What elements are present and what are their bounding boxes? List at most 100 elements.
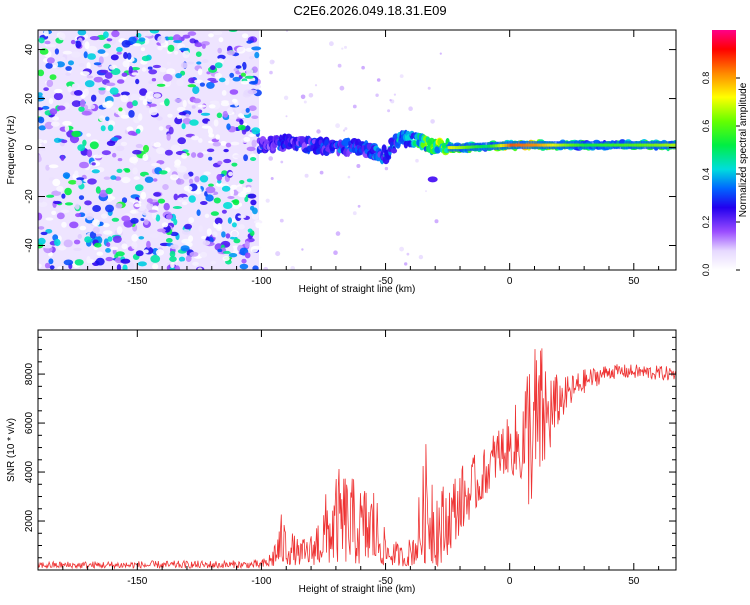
noise-cell [123, 52, 128, 59]
sparse-cell [393, 93, 396, 96]
noise-cell [223, 158, 232, 164]
noise-cell [165, 81, 172, 86]
snr-ylabel: SNR (10 * v/v) [6, 418, 17, 482]
band-core-cell [626, 143, 630, 147]
noise-cell [146, 202, 154, 211]
band-core-cell [668, 143, 672, 147]
colorbar-tick-label: 0.2 [701, 216, 711, 229]
noise-cell [46, 57, 55, 64]
noise-cell [237, 215, 247, 219]
noise-cell [38, 212, 43, 221]
spectrogram-ticks: -150 -100 -50 0 50 -40 -20 0 20 40 [24, 30, 676, 287]
noise-cell [142, 105, 150, 111]
noise-cell [206, 148, 215, 153]
noise-cell [106, 38, 113, 42]
noise-cell [133, 176, 140, 180]
band-core-cell [474, 145, 479, 149]
noise-cell [200, 201, 208, 205]
noise-cell [191, 105, 196, 109]
noise-cell [112, 248, 117, 255]
sparse-cell [339, 85, 345, 91]
noise-cell [100, 125, 106, 132]
snr-line [38, 348, 676, 570]
noise-cell [221, 90, 227, 96]
snr-panel: -150 -100 -50 0 50 2000 4000 6000 8000 Height of… [6, 329, 677, 595]
band-core-cell [579, 143, 583, 147]
noise-cell [187, 171, 194, 177]
noise-cell [143, 249, 149, 254]
band-core-cell [586, 143, 590, 147]
sparse-cell [341, 47, 344, 50]
noise-cell [208, 156, 213, 161]
noise-cell [83, 51, 88, 59]
noise-cell [105, 256, 114, 262]
noise-cell [149, 30, 160, 34]
noise-cell [213, 119, 219, 127]
noise-cell [185, 255, 192, 262]
noise-cell [220, 141, 227, 146]
noise-cell [192, 261, 199, 266]
noise-cell [38, 69, 45, 77]
noise-cell [206, 228, 212, 236]
noise-cell [57, 105, 66, 111]
noise-cell [210, 65, 216, 71]
band-core-cell [596, 143, 600, 147]
spectrogram-frame [37, 29, 677, 271]
noise-cell [48, 164, 59, 169]
noise-cell [181, 229, 191, 235]
noise-cell [127, 52, 132, 60]
noise-cell [86, 75, 94, 79]
band-core-cell [512, 143, 516, 147]
noise-cell [217, 47, 222, 54]
spectrogram-y-tick-label: 40 [24, 44, 35, 56]
noise-cell [51, 190, 62, 196]
noise-cell [148, 107, 158, 116]
noise-cell [165, 238, 173, 243]
noise-cell [220, 101, 230, 107]
noise-cell [182, 99, 187, 108]
noise-cell [89, 104, 96, 110]
noise-cell [231, 162, 238, 167]
noise-cell [138, 37, 146, 42]
sparse-cell [408, 106, 413, 111]
noise-cell [60, 154, 65, 161]
noise-cell [61, 193, 66, 199]
noise-cell [38, 226, 45, 230]
band-core-cell [569, 143, 573, 147]
sparse-cell [335, 231, 341, 236]
snr-y-tick-label: 8000 [24, 363, 35, 386]
noise-cell [74, 170, 79, 177]
noise-cell [101, 213, 108, 219]
noise-cell [215, 134, 220, 140]
noise-cell [233, 238, 241, 244]
colorbar-tick-label: 0.6 [701, 120, 711, 133]
noise-cell [40, 231, 48, 236]
noise-cell [51, 116, 60, 121]
band-core-cell [648, 143, 652, 147]
noise-cell [183, 185, 193, 192]
noise-cell [121, 176, 131, 184]
snr-series-group [38, 348, 676, 570]
noise-cell [98, 56, 104, 65]
noise-cell [251, 139, 257, 148]
noise-cell [121, 215, 131, 222]
noise-cell [244, 241, 250, 248]
noise-cell [106, 100, 114, 107]
noise-cell [104, 72, 113, 79]
noise-cell [188, 178, 194, 184]
noise-cell [159, 67, 167, 73]
sparse-cell [343, 129, 346, 132]
noise-cell [166, 133, 171, 141]
noise-cell [182, 201, 188, 206]
noise-cell [182, 50, 190, 59]
sparse-cell [329, 41, 334, 47]
band-core-cell [551, 143, 556, 147]
sparse-cell [314, 84, 318, 87]
noise-cell [107, 197, 113, 202]
noise-cell [170, 244, 179, 250]
sparse-cell [439, 52, 442, 55]
noise-cell [217, 160, 223, 165]
noise-cell [78, 195, 85, 201]
noise-cell [57, 266, 64, 270]
noise-cell [112, 235, 122, 243]
